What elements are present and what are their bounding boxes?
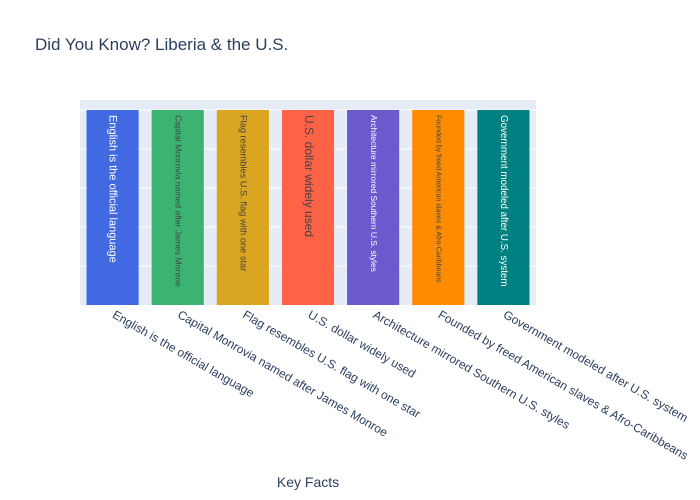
- x-axis-title: Key Facts: [277, 474, 339, 490]
- bar-label: U.S. dollar widely used: [302, 115, 316, 237]
- bar[interactable]: [86, 110, 139, 305]
- x-tick-labels: English is the official languageCapital …: [110, 307, 691, 462]
- bar-label: Architecture mirrored Southern U.S. styl…: [369, 115, 379, 272]
- bar[interactable]: [151, 110, 204, 305]
- bar-label: Government modeled after U.S. system: [498, 115, 509, 287]
- bar[interactable]: [412, 110, 465, 305]
- bar-label: Founded by freed American slaves & Afro-…: [434, 115, 441, 283]
- bar-label: Capital Monrovia named after James Monro…: [173, 115, 183, 287]
- bar-label: English is the official language: [107, 115, 119, 263]
- bar-label: Flag resembles U.S. flag with one star: [238, 115, 248, 271]
- bar[interactable]: [281, 110, 335, 305]
- bar[interactable]: [347, 110, 400, 305]
- bar-labels: English is the official language Capital …: [107, 115, 509, 287]
- bars: [86, 110, 530, 305]
- x-tick-label: U.S. dollar widely used: [306, 307, 419, 380]
- x-tick-label: Founded by freed American slaves & Afro-…: [436, 307, 691, 462]
- bar[interactable]: [216, 110, 269, 305]
- bar[interactable]: [477, 110, 530, 305]
- chart-title: Did You Know? Liberia & the U.S.: [35, 35, 288, 54]
